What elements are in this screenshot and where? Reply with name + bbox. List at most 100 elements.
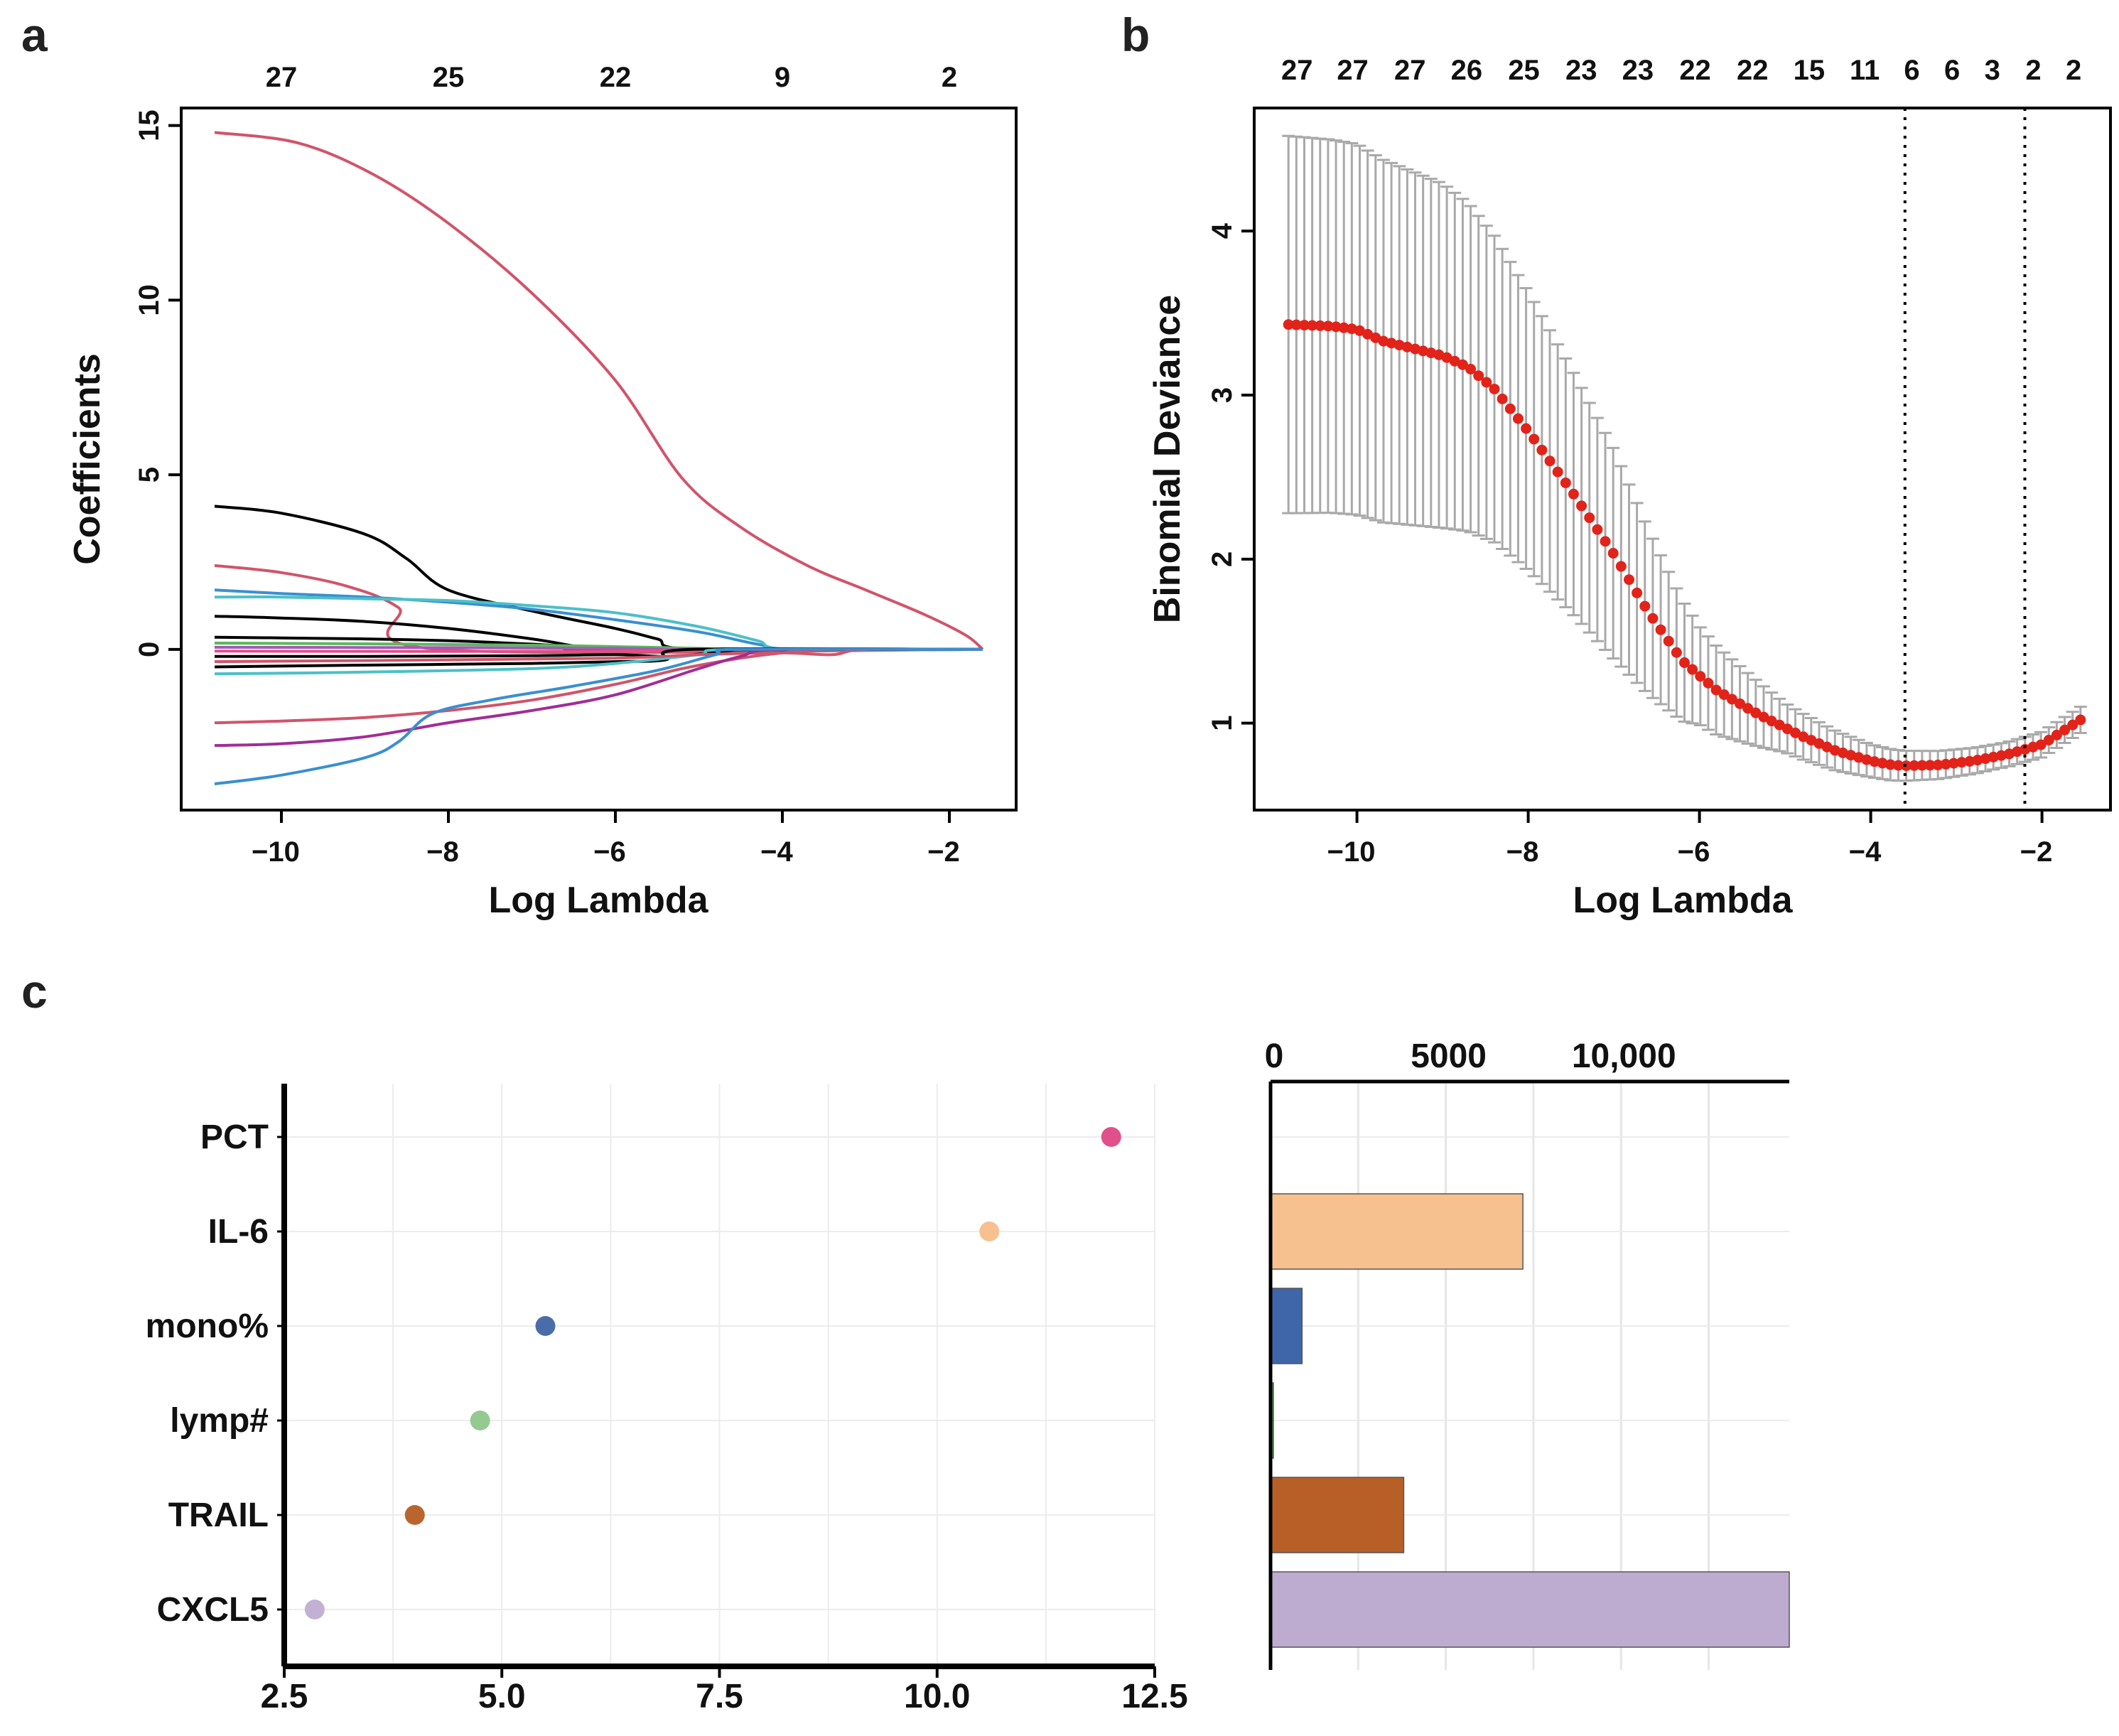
category-label: TRAIL [168,1497,269,1534]
panel-b-top-tick-label: 2 [2025,55,2041,86]
deviance-point [1497,393,1508,404]
deviance-point [1932,760,1943,771]
deviance-point [1940,758,1951,770]
category-dot [979,1222,1000,1241]
panel-c-dots-x-tick-label: 10.0 [904,1678,970,1715]
deviance-point [2067,719,2078,730]
deviance-point [1980,753,1991,765]
panel-b-x-tick-label: −4 [1849,836,1882,868]
deviance-point [1504,403,1516,414]
panel-b-top-tick-label: 26 [1451,55,1483,86]
panel-a-top-tick-label: 9 [775,62,790,93]
panel-b-x-tick-label: −10 [1327,836,1376,868]
panel-b-top-tick-label: 3 [1985,55,2000,86]
deviance-point [1877,758,1888,769]
panel-a-x-tick-label: −10 [252,836,300,868]
deviance-point [1607,548,1619,559]
panel-b-y-axis-title: Binomial Deviance [1147,295,1188,623]
panel-a-y-tick-label: 15 [134,109,165,141]
deviance-point [1576,500,1587,512]
panel-b-top-tick-label: 15 [1794,55,1826,86]
deviance-point [1560,477,1571,488]
panel-a-x-tick-label: −8 [426,836,459,868]
deviance-point [1283,319,1294,330]
panel-label-c: c [21,965,48,1018]
panel-label-a: a [21,9,48,61]
deviance-point [2059,724,2071,735]
deviance-point [1655,624,1666,635]
panel-b-cv-deviance: Log Lambda Binomial Deviance −10 −8 −6 −4 −2… [1147,55,2112,921]
deviance-point [1995,750,2007,761]
deviance-point [1742,703,1754,714]
deviance-point [1909,760,1920,771]
deviance-point [1781,723,1793,735]
panel-label-b: b [1121,9,1150,61]
deviance-point [1290,319,1302,330]
deviance-point [1584,512,1595,524]
panel-b-x-tick-label: −2 [2020,836,2053,868]
deviance-point [1790,727,1801,738]
deviance-point [2075,714,2086,726]
category-dot [404,1505,425,1525]
panel-b-x-tick-label: −8 [1506,836,1539,868]
deviance-point [1568,488,1579,500]
deviance-point [1948,758,1959,769]
deviance-point [1695,671,1706,682]
panel-b-top-tick-label: 22 [1737,55,1769,86]
deviance-point [1600,536,1611,547]
deviance-point [1647,613,1659,624]
panel-b-top-tick-label: 25 [1508,55,1540,86]
deviance-point [1615,561,1627,572]
panel-b-top-tick-label: 22 [1679,55,1711,86]
deviance-point [1663,635,1674,647]
panel-c-dots-x-tick-label: 12.5 [1121,1678,1187,1715]
panel-a-y-tick-label: 0 [134,642,165,657]
panel-b-error-bars [1282,134,2087,782]
panel-b-top-tick-label: 27 [1394,55,1426,86]
deviance-point [1632,587,1643,598]
bar-il6 [1270,1193,1524,1270]
bar-trail [1270,1477,1405,1553]
deviance-point [1330,321,1342,333]
panel-a-y-tick-label: 10 [134,284,165,316]
panel-b-top-tick-label: 27 [1337,55,1369,86]
panel-b-y-tick-label: 3 [1207,387,1238,403]
panel-a-top-tick-label: 25 [433,62,465,93]
panel-b-top-tick-label: 27 [1281,55,1313,86]
panel-c-dots-x-tick-label: 2.5 [261,1678,308,1715]
panel-b-points [1283,319,2086,772]
deviance-point [1726,694,1737,705]
deviance-point [1988,751,1999,762]
deviance-point [1885,759,1896,770]
deviance-point [1528,433,1540,445]
deviance-point [2035,739,2047,750]
panel-c-dots-x-tick-label: 7.5 [696,1678,743,1715]
panel-b-y-tick-label: 4 [1207,222,1238,239]
deviance-point [1718,689,1730,701]
panel-a-x-tick-label: −6 [593,836,626,868]
panel-a-y-axis-title: Coefficients [67,353,108,565]
panel-a-top-tick-label: 22 [600,62,632,93]
deviance-point [1623,574,1634,586]
deviance-point [1735,698,1746,709]
deviance-point [1766,716,1777,727]
bar-cxcl5 [1270,1571,1790,1648]
panel-c-bars-x-tick-label: 0 [1265,1037,1284,1075]
deviance-point [1457,359,1468,370]
panel-b-top-tick-label: 11 [1850,55,1880,86]
panel-a-top-tick-label: 2 [942,62,957,93]
panel-c-bar-plot: 0 5000 10,000 [1265,1037,1790,1670]
deviance-point [1473,370,1484,382]
panel-b-frame [1253,107,2112,812]
deviance-point [1964,755,1975,767]
deviance-point [1892,760,1904,771]
panel-b-y-tick-label: 1 [1207,716,1238,731]
deviance-point [2043,735,2054,746]
panel-c-bars-x-tick-label: 10,000 [1572,1037,1676,1075]
deviance-point [1639,600,1651,612]
panel-c-dots-x-tick-label: 5.0 [478,1678,526,1715]
deviance-point [1671,647,1682,658]
deviance-point [1924,760,1936,771]
deviance-point [2051,729,2062,740]
